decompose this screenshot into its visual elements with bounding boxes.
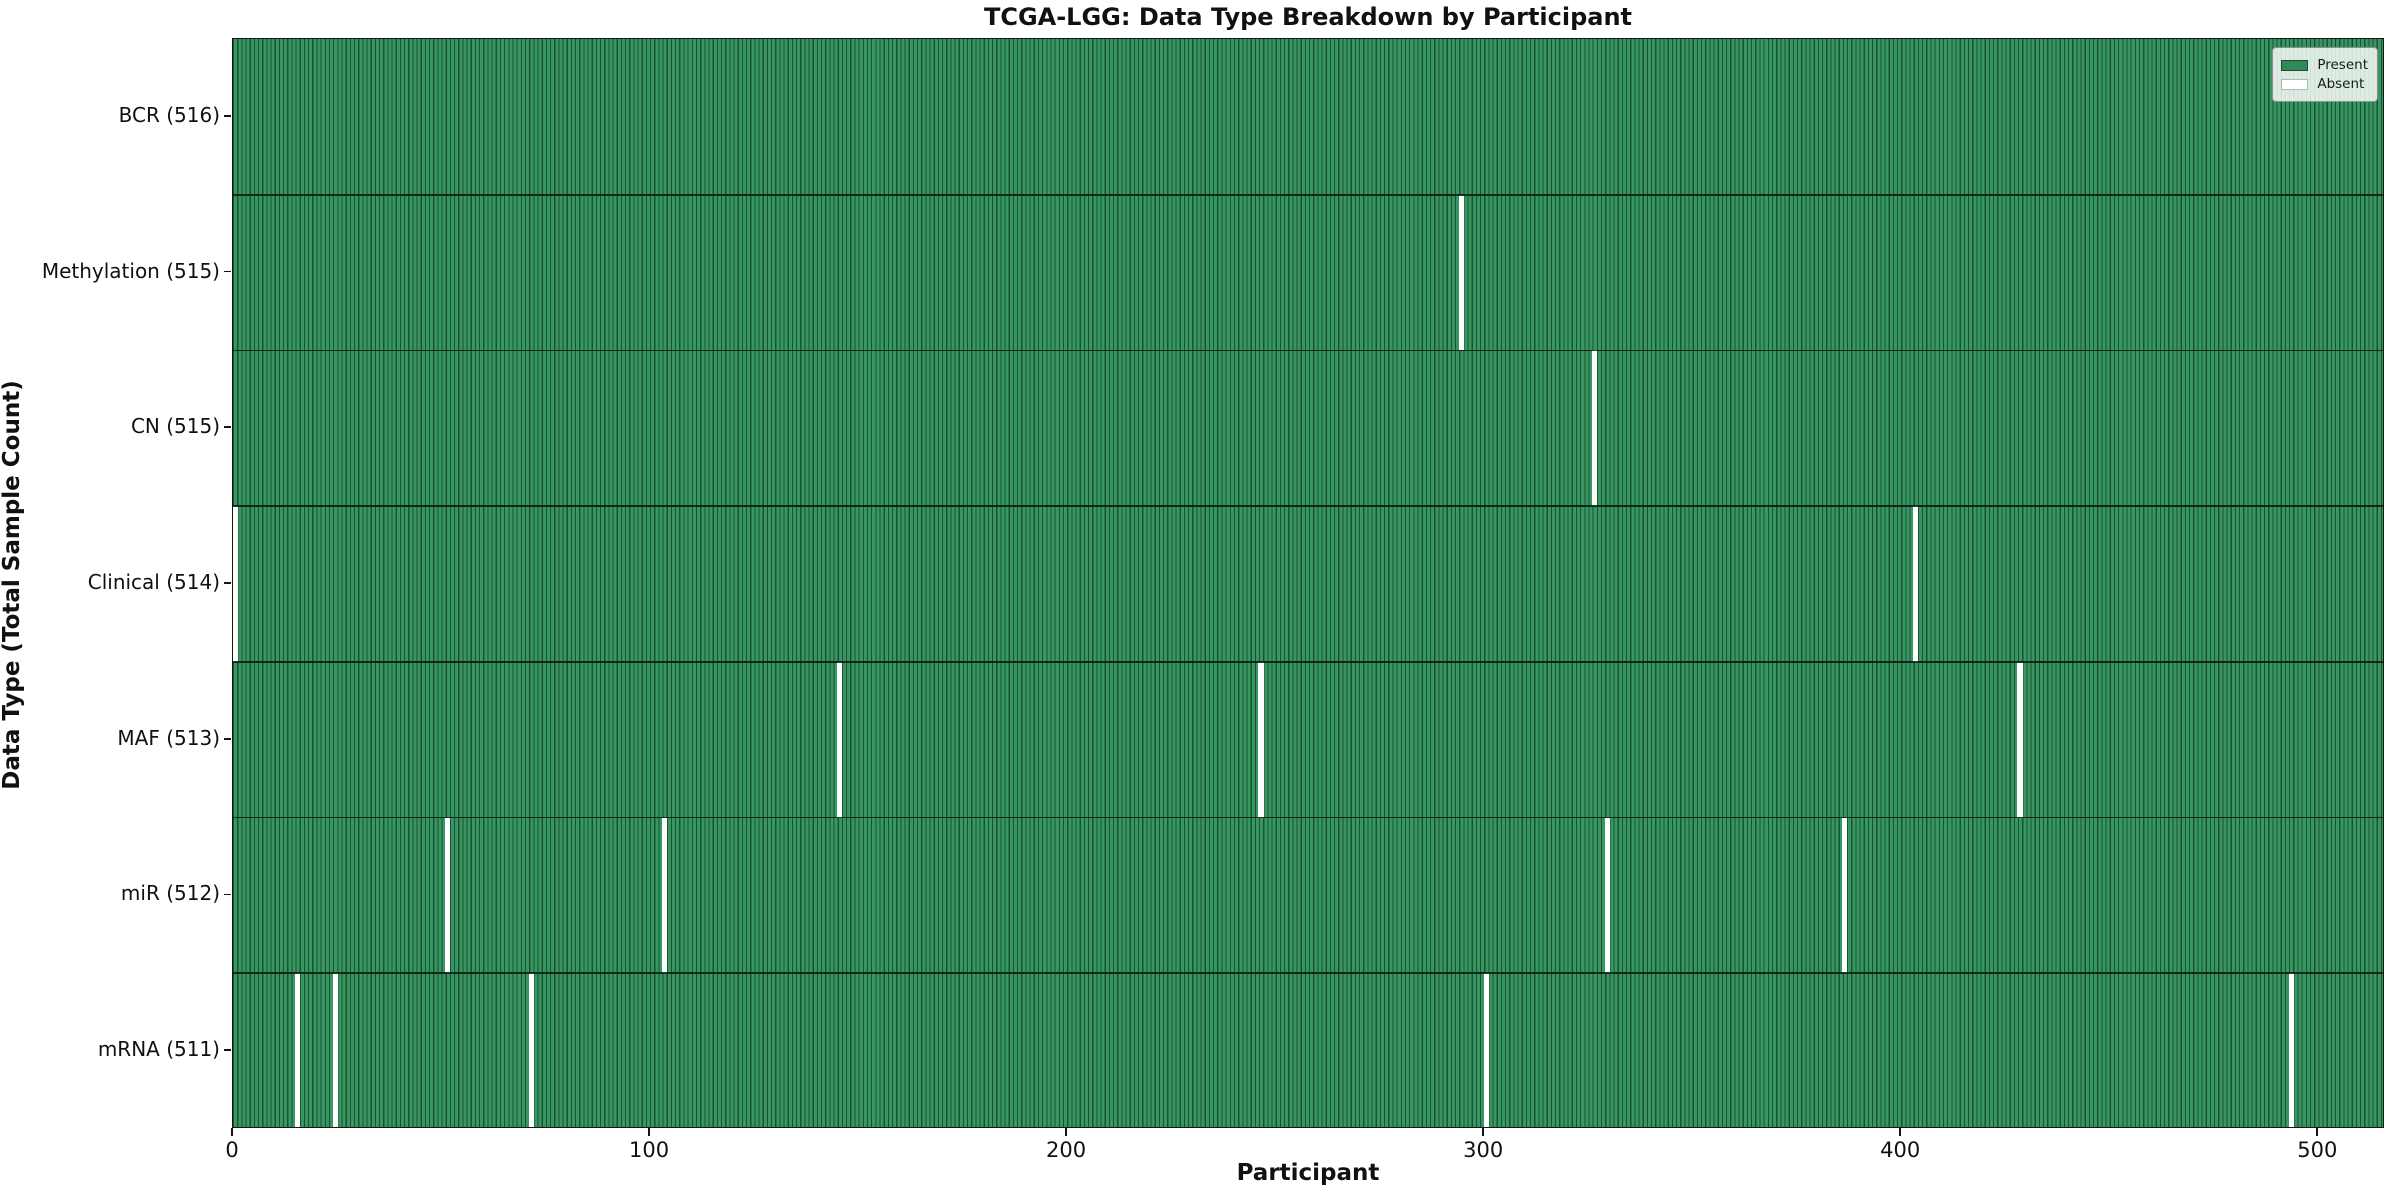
row-divider — [233, 505, 2383, 507]
absent-gap — [528, 973, 534, 1127]
absent-gap — [332, 973, 338, 1127]
y-tick — [224, 270, 231, 273]
absent-gap — [662, 817, 668, 974]
row-label: Clinical (514) — [87, 570, 220, 594]
absent-gap — [2017, 661, 2023, 818]
y-tick — [224, 582, 231, 584]
heatmap-row-MAF — [233, 661, 2383, 818]
legend: Present Absent — [2272, 47, 2378, 102]
row-label: Methylation (515) — [41, 258, 220, 283]
heatmap-row-Methylation — [233, 194, 2383, 351]
heatmap-row-miR — [233, 817, 2383, 974]
absent-gap — [1458, 194, 1464, 351]
y-tick — [224, 1049, 231, 1051]
absent-gap — [295, 973, 301, 1127]
y-tick — [224, 893, 231, 896]
absent-gap — [2288, 973, 2294, 1127]
chart-title: TCGA-LGG: Data Type Breakdown by Partici… — [983, 3, 1633, 31]
x-tick — [1899, 1128, 1901, 1136]
row-divider — [233, 972, 2383, 975]
row-divider — [233, 349, 2383, 352]
absent-gap — [1842, 817, 1848, 974]
x-axis-label: Participant — [1236, 1160, 1380, 1186]
legend-entry-absent: Absent — [2281, 76, 2368, 92]
absent-gap — [1483, 973, 1489, 1127]
plot-area: Present Absent — [232, 38, 2384, 1128]
x-tick — [231, 1128, 233, 1136]
row-divider — [233, 816, 2383, 819]
x-tick — [648, 1128, 650, 1136]
row-label: CN (515) — [130, 414, 220, 439]
x-tick-label: 0 — [225, 1138, 239, 1162]
x-tick — [2316, 1128, 2319, 1136]
heatmap-row-Clinical — [233, 506, 2383, 662]
absent-gap — [1604, 817, 1610, 974]
absent-gap — [445, 817, 451, 974]
row-divider — [233, 193, 2383, 196]
row-label: miR (512) — [120, 881, 220, 906]
absent-swatch-icon — [2281, 78, 2309, 90]
x-tick-label: 300 — [1463, 1138, 1504, 1162]
heatmap-row-BCR — [233, 39, 2383, 195]
absent-gap — [1592, 350, 1598, 507]
absent-gap — [837, 661, 843, 818]
x-tick — [1065, 1128, 1067, 1136]
row-label: BCR (516) — [118, 102, 220, 127]
row-divider — [233, 661, 2383, 663]
x-tick-label: 100 — [629, 1138, 670, 1162]
row-label: MAF (513) — [117, 725, 220, 750]
present-swatch-icon — [2281, 59, 2309, 71]
x-tick-label: 400 — [1880, 1138, 1921, 1162]
heatmap-row-mRNA — [233, 973, 2383, 1127]
y-tick — [224, 737, 231, 740]
x-tick-label: 200 — [1046, 1138, 1087, 1162]
legend-label: Present — [2317, 57, 2368, 73]
x-tick — [1482, 1128, 1484, 1136]
absent-gap — [233, 506, 238, 662]
legend-label: Absent — [2317, 76, 2365, 92]
y-tick — [224, 115, 231, 117]
heatmap-row-CN — [233, 350, 2383, 507]
absent-gap — [1913, 506, 1919, 662]
absent-gap — [1258, 661, 1264, 818]
row-label: mRNA (511) — [97, 1037, 220, 1062]
legend-entry-present: Present — [2281, 57, 2368, 73]
y-tick — [224, 426, 231, 429]
x-tick-label: 500 — [2297, 1138, 2338, 1162]
